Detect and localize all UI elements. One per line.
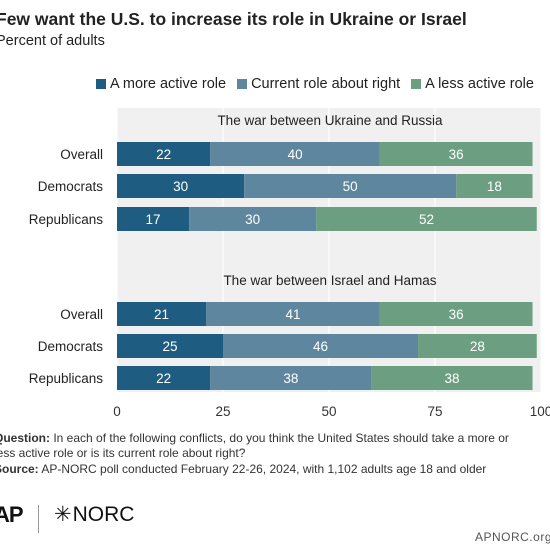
- stacked-bar-chart: The war between Ukraine and Russia Overal…: [29, 108, 550, 419]
- bar-ukraine-republicans-a-less-active-role: [316, 207, 537, 231]
- logo-divider: [38, 505, 39, 533]
- x-tick-label-0: 0: [113, 404, 121, 419]
- bar-ukraine-democrats-a-more-active-role: [117, 174, 245, 198]
- data-label-democrats-1: 30: [173, 179, 188, 194]
- bar-israel-overall-current-role-about-right: [206, 302, 380, 326]
- bar-israel-democrats-current-role-about-right: [223, 334, 419, 358]
- data-label-republicans-3: 52: [419, 212, 434, 227]
- bar-ukraine-republicans-a-more-active-role: [117, 207, 190, 231]
- bar-israel-republicans-a-less-active-role: [371, 366, 533, 390]
- group-title-2: The war between Israel and Hamas: [223, 273, 436, 288]
- data-label-democrats-2: 50: [343, 179, 358, 194]
- legend-label-less-active: A less active role: [425, 76, 534, 92]
- data-label-republicans-3: 38: [444, 371, 459, 386]
- source-text: AP-NORC poll conducted February 22-26, 2…: [38, 462, 487, 476]
- data-label-republicans-1: 22: [156, 371, 171, 386]
- data-label-democrats-1: 25: [162, 339, 177, 354]
- data-label-democrats-3: 18: [487, 179, 502, 194]
- bar-ukraine-democrats-current-role-about-right: [244, 174, 457, 198]
- site-url: APNORC.org: [474, 530, 550, 544]
- x-tick-label-25: 25: [215, 404, 230, 419]
- bar-ukraine-republicans-current-role-about-right: [189, 207, 317, 231]
- question-text-line1: In each of the following conflicts, do y…: [50, 431, 509, 445]
- question-note: Question: In each of the following confl…: [0, 431, 509, 447]
- norc-star-icon: ✳: [54, 503, 72, 526]
- category-label-republicans: Republicans: [29, 212, 104, 227]
- legend-swatch-more-active: [96, 79, 106, 89]
- legend-label-current-role: Current role about right: [251, 76, 401, 92]
- bar-israel-democrats-a-less-active-role: [418, 334, 537, 358]
- group-title-1: The war between Ukraine and Russia: [217, 113, 443, 128]
- x-tick-label-50: 50: [321, 404, 336, 419]
- bar-ukraine-overall-a-more-active-role: [117, 142, 211, 166]
- norc-logo-text: NORC: [72, 502, 135, 526]
- source-note: Source: AP-NORC poll conducted February …: [0, 462, 486, 478]
- chart-subtitle: Percent of adults: [0, 33, 105, 49]
- bar-israel-republicans-current-role-about-right: [210, 366, 372, 390]
- bar-ukraine-overall-a-less-active-role: [379, 142, 533, 166]
- category-label-overall: Overall: [60, 307, 103, 322]
- source-label: Source:: [0, 462, 39, 476]
- legend-swatch-less-active: [411, 79, 422, 89]
- chart-title: Few want the U.S. to increase its role i…: [0, 9, 467, 29]
- data-label-overall-2: 41: [285, 307, 300, 322]
- category-label-republicans: Republicans: [29, 371, 104, 386]
- x-tick-label-75: 75: [427, 404, 442, 419]
- legend-item-current-role: Current role about right: [237, 76, 400, 92]
- data-label-democrats-2: 46: [313, 339, 328, 354]
- x-tick-label-100: 100: [530, 404, 550, 419]
- norc-logo: ✳ NORC: [54, 502, 134, 527]
- ap-logo: AP: [0, 502, 24, 527]
- category-label-democrats: Democrats: [38, 339, 104, 354]
- legend-item-more-active: A more active role: [96, 76, 226, 92]
- data-label-democrats-3: 28: [470, 339, 485, 354]
- bar-israel-overall-a-more-active-role: [117, 302, 207, 326]
- data-label-republicans-2: 38: [283, 371, 298, 386]
- category-label-overall: Overall: [60, 147, 103, 162]
- legend-swatch-current-role: [237, 79, 248, 89]
- data-label-overall-1: 21: [154, 307, 169, 322]
- bar-israel-overall-a-less-active-role: [379, 302, 533, 326]
- legend-item-less-active: A less active role: [411, 76, 534, 92]
- question-note-line2: less active role or is its current role …: [0, 446, 246, 460]
- bar-israel-republicans-a-more-active-role: [117, 366, 211, 390]
- data-label-overall-3: 36: [449, 307, 464, 322]
- data-label-republicans-1: 17: [146, 212, 161, 227]
- data-label-republicans-2: 30: [245, 212, 260, 227]
- bar-ukraine-democrats-a-less-active-role: [456, 174, 533, 198]
- legend: A more active role Current role about ri…: [96, 76, 545, 92]
- data-label-overall-2: 40: [288, 147, 303, 162]
- legend-label-more-active: A more active role: [110, 76, 227, 92]
- category-label-democrats: Democrats: [38, 179, 104, 194]
- data-label-overall-1: 22: [156, 147, 171, 162]
- bar-ukraine-overall-current-role-about-right: [210, 142, 380, 166]
- data-label-overall-3: 36: [449, 147, 464, 162]
- question-label: Question:: [0, 431, 50, 445]
- bar-israel-democrats-a-more-active-role: [117, 334, 223, 358]
